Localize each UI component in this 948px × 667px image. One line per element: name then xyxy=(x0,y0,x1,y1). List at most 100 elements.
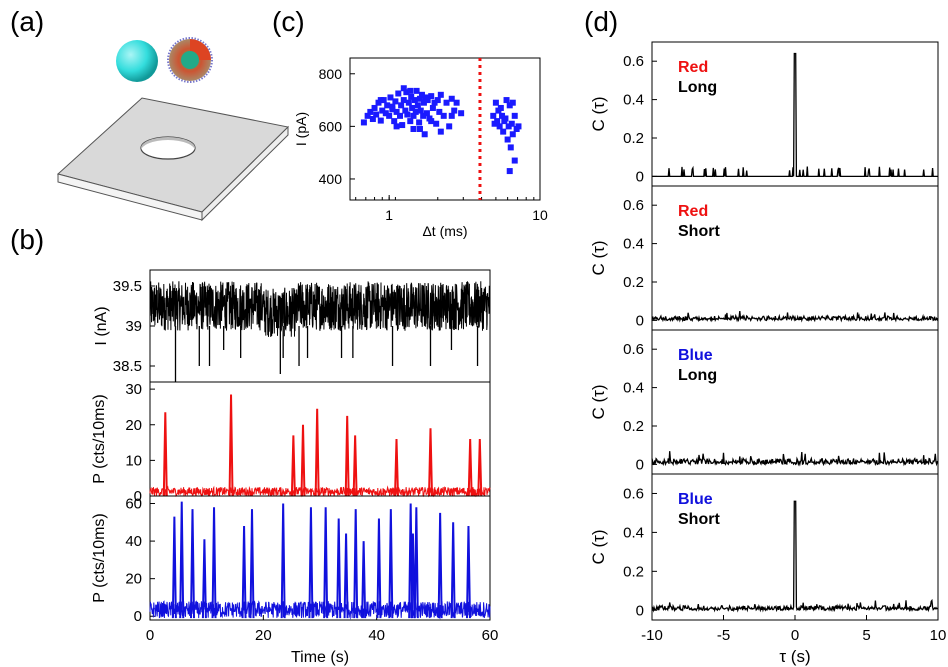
scatter-point xyxy=(401,85,407,91)
d2-legend-color: Red xyxy=(678,203,708,220)
scatter-point xyxy=(509,121,515,127)
scatter-point xyxy=(389,104,395,110)
d4-xtick-label: -5 xyxy=(717,627,730,644)
d2-ytick-label: 0.6 xyxy=(623,197,644,214)
b2-ytick-label: 10 xyxy=(125,452,142,469)
scatter-point xyxy=(507,168,513,174)
b1-ytick-label: 39 xyxy=(125,318,142,335)
b3-peak xyxy=(173,517,176,618)
b3-peak xyxy=(282,504,285,619)
d2-legend-size: Short xyxy=(678,223,720,240)
b3-ytick-label: 20 xyxy=(125,571,142,588)
scatter-point xyxy=(422,131,428,137)
scatter-point xyxy=(446,123,452,129)
scatter-point xyxy=(399,122,405,128)
b3-peak xyxy=(415,507,418,618)
b3-ylabel: P (cts/10ms) xyxy=(91,513,108,603)
d3-correlation-line xyxy=(652,451,938,464)
d4-ytick-label: 0.2 xyxy=(623,563,644,580)
scatter-point xyxy=(512,158,518,164)
scatter-chart-c: 4006008001 10I (pA)Δt (ms) xyxy=(293,58,548,239)
d4-ytick-label: 0.4 xyxy=(623,524,644,541)
scatter-point xyxy=(454,100,460,106)
scatter-point xyxy=(444,100,450,106)
scatter-point xyxy=(412,97,418,103)
d4-xtick-label: 10 xyxy=(930,627,947,644)
b3-peak xyxy=(452,522,455,618)
b3-peak xyxy=(362,541,365,618)
b2-ytick-label: 20 xyxy=(125,417,142,434)
d3-ytick-label: 0 xyxy=(636,456,644,473)
scatter-point xyxy=(398,102,404,108)
b3-peak xyxy=(251,509,254,618)
b3-peak xyxy=(337,519,340,619)
d2-correlation-chart: 00.20.40.6C (τ)RedShort xyxy=(589,186,938,330)
scatter-point xyxy=(411,113,417,119)
d4-xlabel: τ (s) xyxy=(779,647,810,666)
d2-ytick-label: 0.4 xyxy=(623,236,644,253)
c-xtick-label: 10 xyxy=(532,207,548,223)
scatter-point xyxy=(505,137,511,143)
scatter-point xyxy=(428,118,434,124)
d2-ytick-label: 0 xyxy=(636,312,644,329)
scatter-point xyxy=(495,108,501,114)
scatter-point xyxy=(407,88,413,94)
b2-peak xyxy=(354,435,357,496)
current-trace-line xyxy=(150,281,490,337)
d1-correlation-chart: 00.20.40.6C (τ)RedLong xyxy=(589,42,938,186)
d3-correlation-chart: 00.20.40.6C (τ)BlueLong xyxy=(589,330,938,474)
b2-peak xyxy=(316,409,319,496)
d3-ytick-label: 0.2 xyxy=(623,418,644,435)
scatter-point xyxy=(438,129,444,135)
b2-ytick-label: 30 xyxy=(125,381,142,398)
scatter-point xyxy=(512,113,518,119)
d4-ylabel: C (τ) xyxy=(589,529,608,564)
d2-ytick-label: 0.2 xyxy=(623,274,644,291)
scatter-point xyxy=(458,110,464,116)
b2-peak xyxy=(469,439,472,496)
b2-peak xyxy=(302,425,305,496)
d4-xtick-label: -10 xyxy=(641,627,663,644)
scatter-point xyxy=(404,112,410,118)
d4-ytick-label: 0 xyxy=(636,602,644,619)
b3-peak xyxy=(324,507,327,618)
d4-xtick-label: 5 xyxy=(862,627,870,644)
d4-legend-size: Short xyxy=(678,511,720,528)
b3-xlabel: Time (s) xyxy=(291,649,349,666)
liposome-icon xyxy=(168,38,212,82)
d1-ytick-label: 0.2 xyxy=(623,130,644,147)
b1-ytick-label: 38.5 xyxy=(113,358,142,375)
d4-xtick-label: 0 xyxy=(791,627,799,644)
scatter-point xyxy=(424,110,430,116)
scatter-point xyxy=(415,102,421,108)
scatter-point xyxy=(449,113,455,119)
b3-photon-trace-chart: 0 20 40 60 0 20 40 60 P (cts/10ms) Time (s) xyxy=(91,496,498,666)
d1-ytick-label: 0.4 xyxy=(623,92,644,109)
b2-photon-trace-chart: 0 10 20 30 P (cts/10ms) xyxy=(91,381,490,505)
d4-legend-color: Blue xyxy=(678,491,713,508)
b3-xtick-label: 0 xyxy=(146,627,154,644)
scatter-point xyxy=(372,105,378,111)
b2-peak xyxy=(164,412,167,496)
scatter-point xyxy=(406,100,412,106)
b2-baseline-noise xyxy=(150,487,490,496)
b3-ytick-label: 40 xyxy=(125,533,142,550)
scatter-point xyxy=(392,98,398,104)
d1-ytick-label: 0.6 xyxy=(623,53,644,70)
c-ylabel: I (pA) xyxy=(293,112,309,146)
scatter-point xyxy=(510,131,516,137)
b3-peak xyxy=(213,507,216,618)
scatter-point xyxy=(451,108,457,114)
scatter-point xyxy=(515,123,521,129)
scatter-point xyxy=(435,97,441,103)
d3-ylabel: C (τ) xyxy=(589,384,608,419)
d1-ytick-label: 0 xyxy=(636,168,644,185)
scatter-point xyxy=(414,88,420,94)
scatter-point xyxy=(490,113,496,119)
scatter-point xyxy=(500,129,506,135)
d4-correlation-chart: 0 0.2 0.4 0.6 -10 -5 0 5 10 C (τ) τ (s) Blue Short xyxy=(589,474,946,666)
scatter-point xyxy=(391,118,397,124)
b3-peak xyxy=(354,509,357,618)
d1-legend-size: Long xyxy=(678,79,717,96)
scatter-point xyxy=(407,118,413,124)
